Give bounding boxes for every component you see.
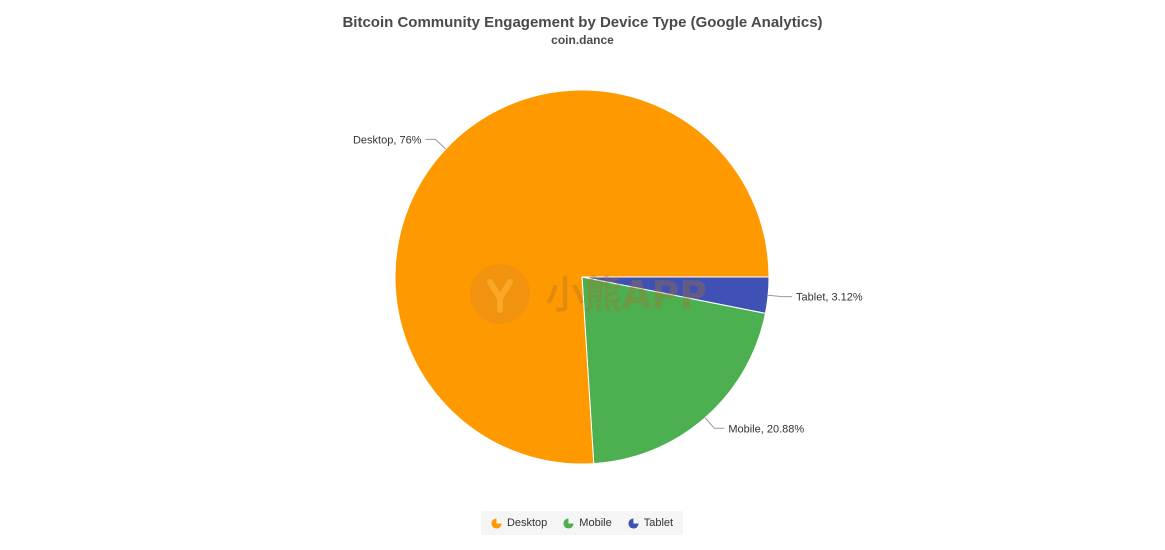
legend-label-tablet: Tablet <box>643 517 674 529</box>
pie-slice-mobile[interactable] <box>581 276 767 465</box>
chart-legend: Desktop Mobile Tablet <box>481 511 683 535</box>
data-label-mobile: Mobile, 20.88% <box>728 423 804 435</box>
legend-item-tablet[interactable]: Tablet <box>628 517 673 529</box>
label-leader-mobile <box>704 417 725 429</box>
pie-slice-icon <box>628 517 639 529</box>
legend-label-mobile: Mobile <box>579 517 612 529</box>
legend-item-mobile[interactable]: Mobile <box>563 517 612 529</box>
legend-item-desktop[interactable]: Desktop <box>491 517 547 529</box>
pie-slice-desktop[interactable] <box>394 89 770 465</box>
label-leader-desktop <box>425 138 447 150</box>
pie-slice-icon <box>491 517 502 529</box>
pie-slice-icon <box>563 517 574 529</box>
chart-subtitle: coin.dance <box>551 33 614 47</box>
data-label-tablet: Tablet, 3.12% <box>796 292 863 304</box>
data-label-desktop: Desktop, 76% <box>353 134 422 146</box>
label-leader-tablet <box>768 294 793 298</box>
legend-label-desktop: Desktop <box>506 517 548 529</box>
chart-title: Bitcoin Community Engagement by Device T… <box>342 14 823 31</box>
